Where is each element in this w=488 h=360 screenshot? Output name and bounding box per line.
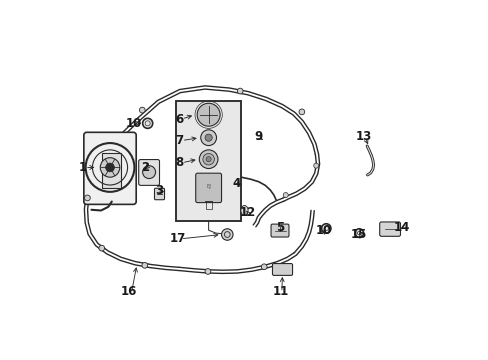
Circle shape — [197, 103, 220, 126]
Circle shape — [321, 224, 330, 233]
Text: 12: 12 — [239, 207, 255, 220]
Text: EJ: EJ — [206, 184, 211, 189]
Text: 16: 16 — [121, 285, 137, 298]
Circle shape — [203, 153, 214, 165]
Ellipse shape — [241, 206, 247, 216]
Circle shape — [204, 269, 210, 274]
Text: 10: 10 — [126, 117, 142, 130]
FancyBboxPatch shape — [270, 224, 288, 237]
FancyBboxPatch shape — [272, 264, 292, 275]
Text: 6: 6 — [175, 113, 183, 126]
FancyBboxPatch shape — [154, 188, 164, 200]
Circle shape — [237, 88, 243, 94]
FancyBboxPatch shape — [195, 173, 221, 203]
Circle shape — [298, 109, 304, 115]
Text: 9: 9 — [253, 130, 262, 144]
Circle shape — [354, 229, 363, 237]
Text: 3: 3 — [155, 184, 163, 197]
Text: 17: 17 — [170, 231, 186, 244]
Circle shape — [139, 107, 145, 113]
Text: 11: 11 — [272, 285, 288, 298]
FancyBboxPatch shape — [83, 132, 136, 204]
Text: 5: 5 — [276, 221, 284, 234]
Circle shape — [201, 130, 216, 145]
Circle shape — [142, 166, 155, 179]
Circle shape — [105, 163, 114, 172]
Text: 15: 15 — [350, 228, 366, 241]
Circle shape — [221, 229, 233, 240]
Circle shape — [142, 262, 147, 268]
Text: 7: 7 — [175, 134, 183, 147]
Text: 2: 2 — [141, 161, 148, 174]
FancyBboxPatch shape — [379, 222, 400, 236]
Circle shape — [99, 245, 104, 251]
Text: 1: 1 — [78, 161, 86, 174]
Bar — [176, 101, 241, 221]
Circle shape — [142, 118, 152, 129]
Circle shape — [199, 150, 218, 168]
Circle shape — [100, 158, 120, 177]
Circle shape — [84, 195, 90, 201]
Text: 10: 10 — [315, 224, 331, 238]
Text: 13: 13 — [355, 130, 371, 143]
Circle shape — [283, 193, 287, 198]
Circle shape — [261, 264, 266, 270]
Bar — [102, 153, 121, 188]
Text: 14: 14 — [393, 221, 409, 234]
Circle shape — [313, 163, 318, 168]
Text: 4: 4 — [232, 177, 240, 190]
Circle shape — [204, 134, 212, 141]
FancyBboxPatch shape — [139, 159, 159, 185]
Circle shape — [206, 157, 211, 162]
Text: 8: 8 — [175, 156, 183, 169]
